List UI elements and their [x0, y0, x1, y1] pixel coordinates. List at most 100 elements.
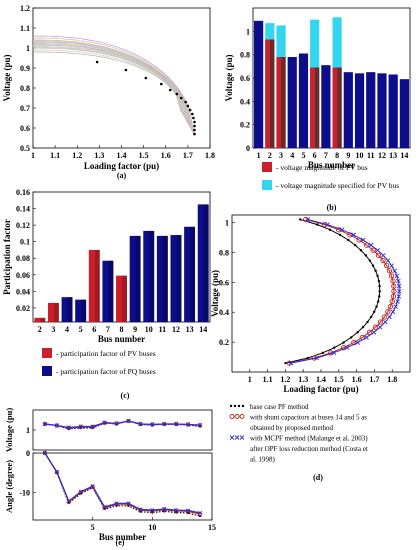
panel-d-shunt-point [380, 257, 386, 264]
panel-e-angle-plot-area [32, 452, 213, 521]
panel-d-base-point [321, 351, 325, 355]
panel-d-mcpf-point [390, 309, 396, 315]
panel-a-ytick-label: 0.7 [20, 104, 30, 113]
panel-d-mcpf-point [382, 319, 388, 325]
panel-e-angle-ytick-label: 0 [26, 449, 30, 458]
panel-c-xtick-label: 14 [199, 325, 207, 334]
panel-a-series-line [33, 43, 189, 125]
panel-c-xtick-label: 10 [145, 325, 153, 334]
panel-d-base-point [338, 233, 342, 237]
panel-b-bar [254, 20, 264, 148]
panel-d-base-point [353, 243, 357, 247]
panel-d-xtick-label: 1 [248, 375, 252, 384]
panel-d-legend-text: with MCPF method (Malange et al. 2003) [250, 435, 368, 443]
panel-d-shunt-point [387, 304, 394, 310]
panel-a-series-line [33, 37, 194, 135]
panel-d-mcpf-point [389, 263, 394, 268]
panel-d-xtick-label: 1.3 [298, 375, 308, 384]
panel-a-plot-area [32, 7, 211, 149]
panel-d-legend-text: base case PF method [250, 403, 309, 411]
panel-e-angle-series-line [44, 452, 201, 517]
panel-c-pv-bar [88, 249, 100, 322]
panel-a-tag: (a) [117, 171, 127, 180]
panel-c-legend-swatch [42, 366, 52, 376]
panel-e-angle-point [162, 506, 167, 512]
panel-d-legend-marker [234, 435, 240, 440]
panel-d-mcpf-point [393, 304, 398, 309]
panel-d-mcpf-point [360, 237, 366, 243]
panel-c-xtick-label: 4 [65, 325, 69, 334]
panel-d-legend-marker [229, 435, 235, 440]
panel-d-shunt-point [386, 268, 393, 274]
panel-c-xtick-label: 6 [92, 325, 96, 334]
panel-d-mcpf-point [288, 360, 294, 366]
panel-b-xtick-label: 2 [268, 151, 272, 160]
panel-c-pq-bar [61, 297, 73, 322]
panel-d-xlabel: Loading factor (pu) [283, 384, 358, 394]
panel-d-mcpf-point [331, 350, 337, 356]
panel-a-nose-point [192, 116, 195, 120]
panel-e-angle-point [138, 507, 143, 513]
panel-c-bar-shade [53, 302, 59, 322]
panel-d-base-point [377, 279, 381, 283]
panel-c-pq-bar [143, 230, 155, 322]
panel-b-xtick-label: 3 [279, 151, 283, 160]
panel-c-bar-shade [162, 235, 168, 322]
panel-e-angle-point [78, 489, 83, 494]
panel-d-mcpf-point [377, 324, 383, 330]
panel-e-voltage-series-line [44, 420, 201, 429]
panel-e-voltage-point [126, 418, 131, 424]
panel-b-pv-bar [332, 67, 338, 148]
panel-a-series-line [33, 47, 184, 117]
panel-c-bar-shade [108, 260, 114, 322]
panel-a-nose-point [184, 100, 187, 104]
panel-d-shunt-point [391, 288, 397, 294]
panel-a-nose-point [191, 112, 194, 116]
panel-e-voltage-point [174, 421, 179, 427]
panel-d-legend-marker [239, 414, 245, 419]
panel-c-legend-swatch [42, 348, 52, 358]
panel-e-angle-point [54, 469, 59, 475]
panel-a-nose-point [144, 76, 148, 80]
panel-d-xtick-label: 1.7 [369, 375, 379, 384]
panel-d-base-point [378, 295, 381, 298]
panel-d-mcpf-point [375, 247, 381, 253]
panel-c-pv-bar [116, 275, 127, 322]
panel-d-mcpf-point [351, 232, 356, 238]
panel-a-ytick-label: 1.2 [20, 4, 30, 13]
panel-c-xtick-label: 13 [186, 325, 194, 334]
panel-d-shunt-point [390, 293, 397, 300]
panel-e-voltage-point [66, 425, 71, 431]
panel-d-shunt-point [347, 232, 353, 238]
panel-d-base-point [368, 259, 372, 262]
panel-c-pq-bar [156, 235, 168, 322]
panel-a-ytick-label: 0.9 [20, 64, 30, 73]
panel-c-ytick-label: 0.04 [16, 287, 30, 296]
panel-c-ylabel: Participation factor [2, 219, 12, 295]
panel-d-shunt-point [372, 324, 379, 330]
panel-c-ytick-label: 0.08 [16, 254, 30, 263]
panel-c-bar-shade [203, 204, 209, 322]
panel-d-shunt-point [370, 247, 376, 253]
panel-b-ytick-label: 0.6 [240, 74, 250, 83]
panel-e-angle-point [126, 501, 131, 506]
panel-a-ylabel: Voltage (pu) [2, 55, 12, 102]
panel-e-xtick-label: 5 [91, 523, 95, 532]
panel-d-base-point [359, 249, 363, 252]
panel-e-angle-ylabel: Angle (degree) [4, 460, 14, 513]
panel-c-legend-text: - participation factor of PV buses [56, 349, 156, 358]
panel-d-mcpf-point [368, 242, 374, 248]
panel-a-series-line [33, 51, 182, 113]
panel-c-bar-shade [176, 235, 182, 322]
panel-b-legend-swatch [262, 162, 272, 172]
panel-a-series-line [33, 45, 187, 121]
panel-b-bar [321, 65, 331, 148]
panel-d-xtick-label: 1.2 [280, 375, 290, 384]
panel-d-mcpf-point [305, 217, 311, 222]
panel-a-series-line [33, 39, 193, 133]
panel-a-ytick-label: 1 [26, 44, 30, 53]
panel-a-nose-point [124, 68, 128, 72]
panel-d-xtick-label: 1.5 [334, 375, 344, 384]
panel-d-shunt-point [391, 283, 397, 289]
panel-d-mcpf-point [339, 227, 345, 233]
